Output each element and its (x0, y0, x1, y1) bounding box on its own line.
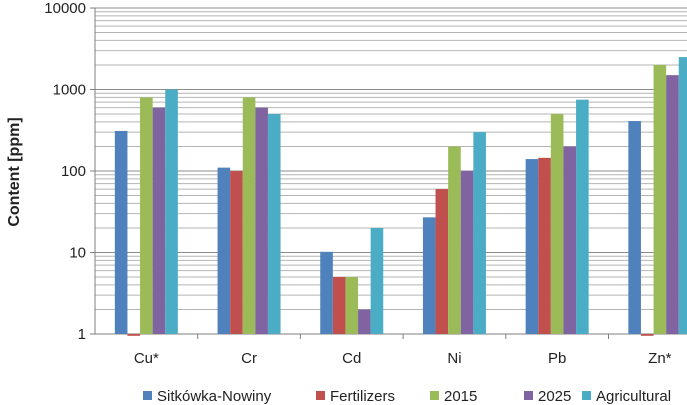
legend-label: 2015 (444, 388, 477, 405)
bar-2015-pb (550, 114, 564, 335)
bars (114, 57, 687, 339)
x-category-label: Ni (447, 350, 461, 367)
legend-swatch (582, 391, 591, 400)
y-tick-label: 1000 (53, 82, 86, 99)
bar-2015-cd (345, 277, 359, 334)
legend-label: Fertilizers (330, 388, 395, 405)
bar-2025-cu (152, 107, 166, 334)
legend-label: Sitkówka-Nowiny (157, 388, 272, 405)
bar-agricultural-pb (576, 99, 589, 334)
y-axis-title: Content [ppm] (6, 117, 23, 226)
legend-swatch (316, 391, 325, 400)
y-tick-label: 10000 (44, 0, 86, 17)
x-category-label: Cd (342, 350, 361, 367)
bar-agricultural-ni (473, 132, 486, 334)
bar-sitk-wka-nowiny-cd (320, 251, 333, 334)
y-tick-label: 1 (78, 326, 86, 343)
bar-2015-cr (242, 97, 256, 334)
y-tick-label: 10 (69, 245, 86, 262)
bar-fertilizers-pb (538, 157, 551, 334)
bar-agricultural-cd (370, 227, 384, 334)
y-tick-label: 100 (61, 163, 86, 180)
y-tick-labels: 1 10 100 1000 10000 (44, 0, 95, 343)
legend-swatch (143, 391, 152, 400)
bar-sitk-wka-nowiny-pb (525, 159, 539, 334)
x-category-label: Pb (548, 350, 566, 367)
x-category-label: Cu* (134, 350, 159, 367)
bar-agricultural-cr (267, 114, 281, 335)
bar-2025-cd (358, 309, 371, 334)
category-labels: Cu* Cr Cd Ni Pb Zn* (134, 350, 672, 367)
bar-2025-zn (666, 75, 679, 334)
bar-sitk-wka-nowiny-cu (114, 130, 128, 334)
legend-label: 2025 (538, 388, 571, 405)
bar-2025-pb (563, 146, 577, 334)
legend-swatch (524, 391, 533, 400)
bar-sitk-wka-nowiny-ni (422, 217, 436, 334)
x-category-label: Zn* (648, 350, 672, 367)
bar-agricultural-cu (165, 89, 178, 334)
legend: Sitkówka-Nowiny Fertilizers 2015 2025 Agricu… (143, 388, 671, 405)
bar-2015-cu (140, 97, 153, 334)
bar-2015-zn (653, 64, 667, 334)
legend-swatch (430, 391, 439, 400)
bar-2025-cr (255, 107, 268, 334)
bar-agricultural-zn (678, 57, 687, 334)
bar-sitk-wka-nowiny-cr (217, 167, 231, 334)
bar-fertilizers-ni (435, 189, 449, 334)
legend-label: Agricultural (596, 388, 671, 405)
bar-fertilizers-cr (230, 171, 243, 334)
x-category-label: Cr (241, 350, 257, 367)
bar-2025-ni (460, 171, 474, 334)
bar-fertilizers-cu (127, 334, 141, 336)
bar-sitk-wka-nowiny-zn (628, 121, 641, 335)
grid-lines (95, 7, 687, 335)
bar-fertilizers-zn (640, 334, 654, 336)
bar-2015-ni (448, 146, 461, 334)
bar-fertilizers-cd (332, 277, 346, 334)
